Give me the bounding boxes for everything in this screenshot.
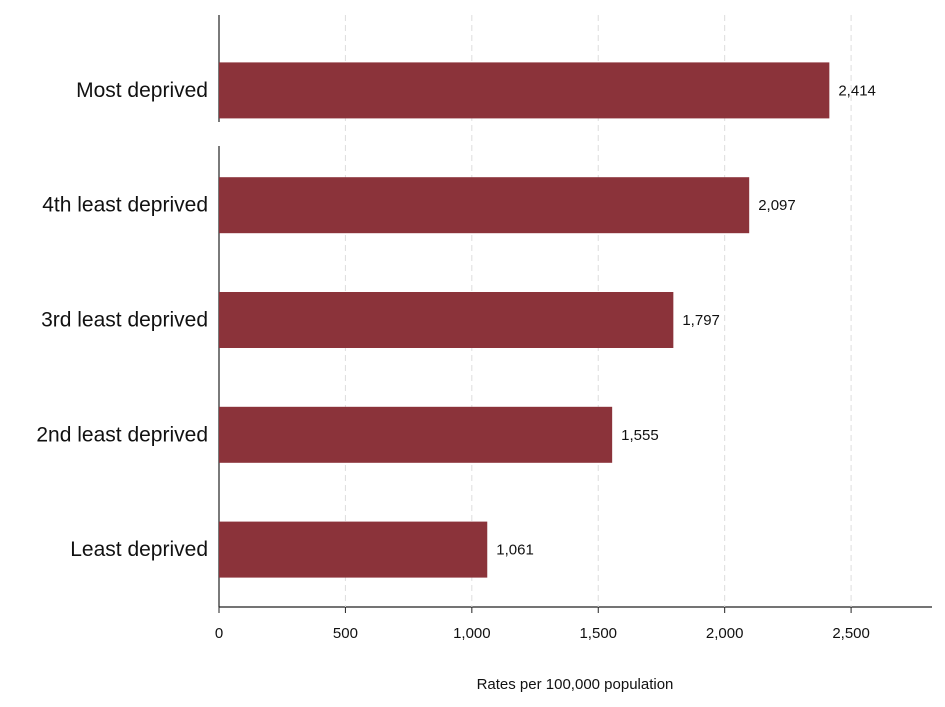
x-tick-label: 0: [215, 625, 223, 642]
x-tick-label: 500: [333, 625, 358, 642]
y-tick-label: 3rd least deprived: [41, 309, 208, 332]
bar: [219, 177, 750, 234]
bar: [219, 62, 830, 119]
value-label: 1,797: [682, 312, 720, 329]
bar: [219, 292, 674, 348]
x-axis-title: Rates per 100,000 population: [477, 676, 674, 693]
y-tick-label: Most deprived: [76, 79, 208, 102]
y-tick-label: 2nd least deprived: [36, 423, 208, 446]
value-label: 2,414: [838, 82, 876, 99]
x-tick-label: 2,500: [832, 625, 870, 642]
y-tick-label: 4th least deprived: [42, 194, 208, 217]
x-tick-label: 1,500: [579, 625, 617, 642]
x-tick-label: 2,000: [706, 625, 744, 642]
value-label: 2,097: [758, 197, 796, 214]
x-tick-label: 1,000: [453, 625, 491, 642]
bar: [219, 406, 613, 463]
value-label: 1,555: [621, 427, 659, 444]
y-tick-label: Least deprived: [70, 538, 208, 561]
value-label: 1,061: [496, 542, 534, 559]
bar: [219, 521, 488, 578]
